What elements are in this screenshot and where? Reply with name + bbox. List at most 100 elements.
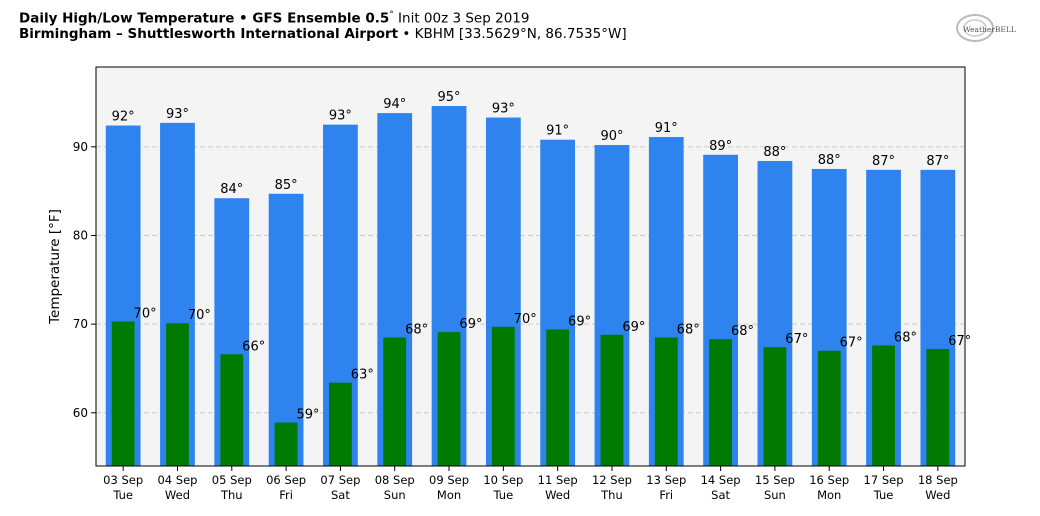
low-bar xyxy=(654,337,678,466)
high-label: 91° xyxy=(546,124,569,139)
bars xyxy=(105,106,956,467)
x-tick-day: Sat xyxy=(331,488,350,502)
x-tick-date: 13 Sep xyxy=(646,473,686,487)
x-tick-day: Thu xyxy=(600,488,623,502)
x-tick-date: 10 Sep xyxy=(483,473,523,487)
x-tick-date: 18 Sep xyxy=(918,473,958,487)
x-tick-day: Mon xyxy=(437,488,461,502)
x-tick-day: Sat xyxy=(711,488,730,502)
low-bar xyxy=(709,339,732,466)
x-tick-date: 06 Sep xyxy=(266,473,306,487)
low-bar xyxy=(220,354,244,466)
high-label: 88° xyxy=(818,153,841,168)
x-tick-date: 04 Sep xyxy=(157,473,197,487)
low-label: 63° xyxy=(351,368,374,383)
high-label: 90° xyxy=(600,129,623,144)
high-label: 95° xyxy=(438,90,461,105)
high-label: 89° xyxy=(709,139,732,154)
x-tick-date: 09 Sep xyxy=(429,473,469,487)
x-tick-date: 15 Sep xyxy=(755,473,795,487)
low-bar xyxy=(111,321,135,466)
low-label: 69° xyxy=(622,320,645,335)
low-label: 68° xyxy=(731,324,754,339)
high-label: 84° xyxy=(220,182,243,197)
title-degree: ° xyxy=(389,10,394,20)
y-axis-label: Temperature [°F] xyxy=(47,209,63,325)
low-bar xyxy=(817,350,841,466)
low-label: 67° xyxy=(785,332,808,347)
weatherbell-logo: WeatherBELL xyxy=(956,14,1016,42)
high-label: 93° xyxy=(492,102,515,117)
y-tick-label: 70 xyxy=(73,317,88,331)
low-bar xyxy=(166,323,189,466)
x-tick-date: 08 Sep xyxy=(375,473,415,487)
low-label: 69° xyxy=(568,314,591,329)
low-bar xyxy=(926,348,950,466)
title-line-2: Birmingham – Shuttlesworth International… xyxy=(19,25,627,42)
high-label: 94° xyxy=(383,97,406,112)
high-label: 87° xyxy=(872,154,895,169)
low-bar xyxy=(383,337,407,466)
low-bar xyxy=(872,345,895,466)
y-tick-label: 80 xyxy=(73,228,88,242)
high-label: 87° xyxy=(926,154,949,169)
plot-frame xyxy=(95,66,966,467)
low-bar xyxy=(437,332,461,466)
chart-title: Daily High/Low Temperature • GFS Ensembl… xyxy=(19,8,627,42)
low-bar xyxy=(491,326,515,466)
x-tick-date: 05 Sep xyxy=(212,473,252,487)
low-label: 70° xyxy=(188,308,211,323)
x-tick-day: Wed xyxy=(925,488,950,502)
x-tick-day: Tue xyxy=(112,488,133,502)
low-label: 70° xyxy=(134,306,157,321)
low-bar xyxy=(274,422,298,466)
x-tick-day: Thu xyxy=(220,488,243,502)
low-label: 68° xyxy=(405,322,428,337)
low-label: 66° xyxy=(242,339,265,354)
x-tick-date: 14 Sep xyxy=(701,473,741,487)
low-label: 59° xyxy=(296,408,319,423)
x-tick-day: Fri xyxy=(659,488,673,502)
low-label: 70° xyxy=(514,312,537,327)
title-line-1: Daily High/Low Temperature • GFS Ensembl… xyxy=(19,8,627,27)
x-tick-date: 07 Sep xyxy=(320,473,360,487)
x-tick-day: Wed xyxy=(545,488,570,502)
low-label: 69° xyxy=(459,317,482,332)
x-tick-date: 11 Sep xyxy=(538,473,578,487)
title-station: • KBHM [33.5629°N, 86.7535°W] xyxy=(398,25,627,42)
low-label: 67° xyxy=(948,334,971,349)
title-location: Birmingham – Shuttlesworth International… xyxy=(19,25,399,42)
x-tick-day: Fri xyxy=(279,488,293,502)
title-main: Daily High/Low Temperature • GFS Ensembl… xyxy=(19,10,390,27)
high-label: 88° xyxy=(763,145,786,160)
x-tick-day: Sun xyxy=(384,488,406,502)
low-label: 68° xyxy=(894,330,917,345)
x-tick-day: Tue xyxy=(493,488,514,502)
x-tick-day: Wed xyxy=(165,488,190,502)
x-tick-date: 03 Sep xyxy=(103,473,143,487)
x-tick-date: 17 Sep xyxy=(864,473,904,487)
high-label: 91° xyxy=(655,121,678,136)
low-label: 67° xyxy=(840,336,863,351)
logo-text: WeatherBELL xyxy=(963,25,1016,34)
high-label: 93° xyxy=(329,109,352,124)
x-tick-day: Mon xyxy=(817,488,841,502)
low-bar xyxy=(600,334,624,466)
bar-labels: 92° 70° 93° 70° 84° 66° 85° 59° 93° 63° 94° 68° 95° 6… xyxy=(112,90,972,423)
y-tick-label: 90 xyxy=(73,140,88,154)
high-label: 92° xyxy=(112,110,135,125)
y-tick-label: 60 xyxy=(73,406,88,420)
high-label: 85° xyxy=(275,178,298,193)
low-bar xyxy=(546,329,570,466)
low-bar xyxy=(763,347,787,466)
low-label: 68° xyxy=(677,322,700,337)
x-tick-date: 16 Sep xyxy=(809,473,849,487)
high-bar xyxy=(268,193,304,466)
high-label: 93° xyxy=(166,107,189,122)
x-tick-day: Tue xyxy=(873,488,894,502)
title-init: Init 00z 3 Sep 2019 xyxy=(393,10,530,27)
x-tick-date: 12 Sep xyxy=(592,473,632,487)
x-tick-day: Sun xyxy=(764,488,786,502)
